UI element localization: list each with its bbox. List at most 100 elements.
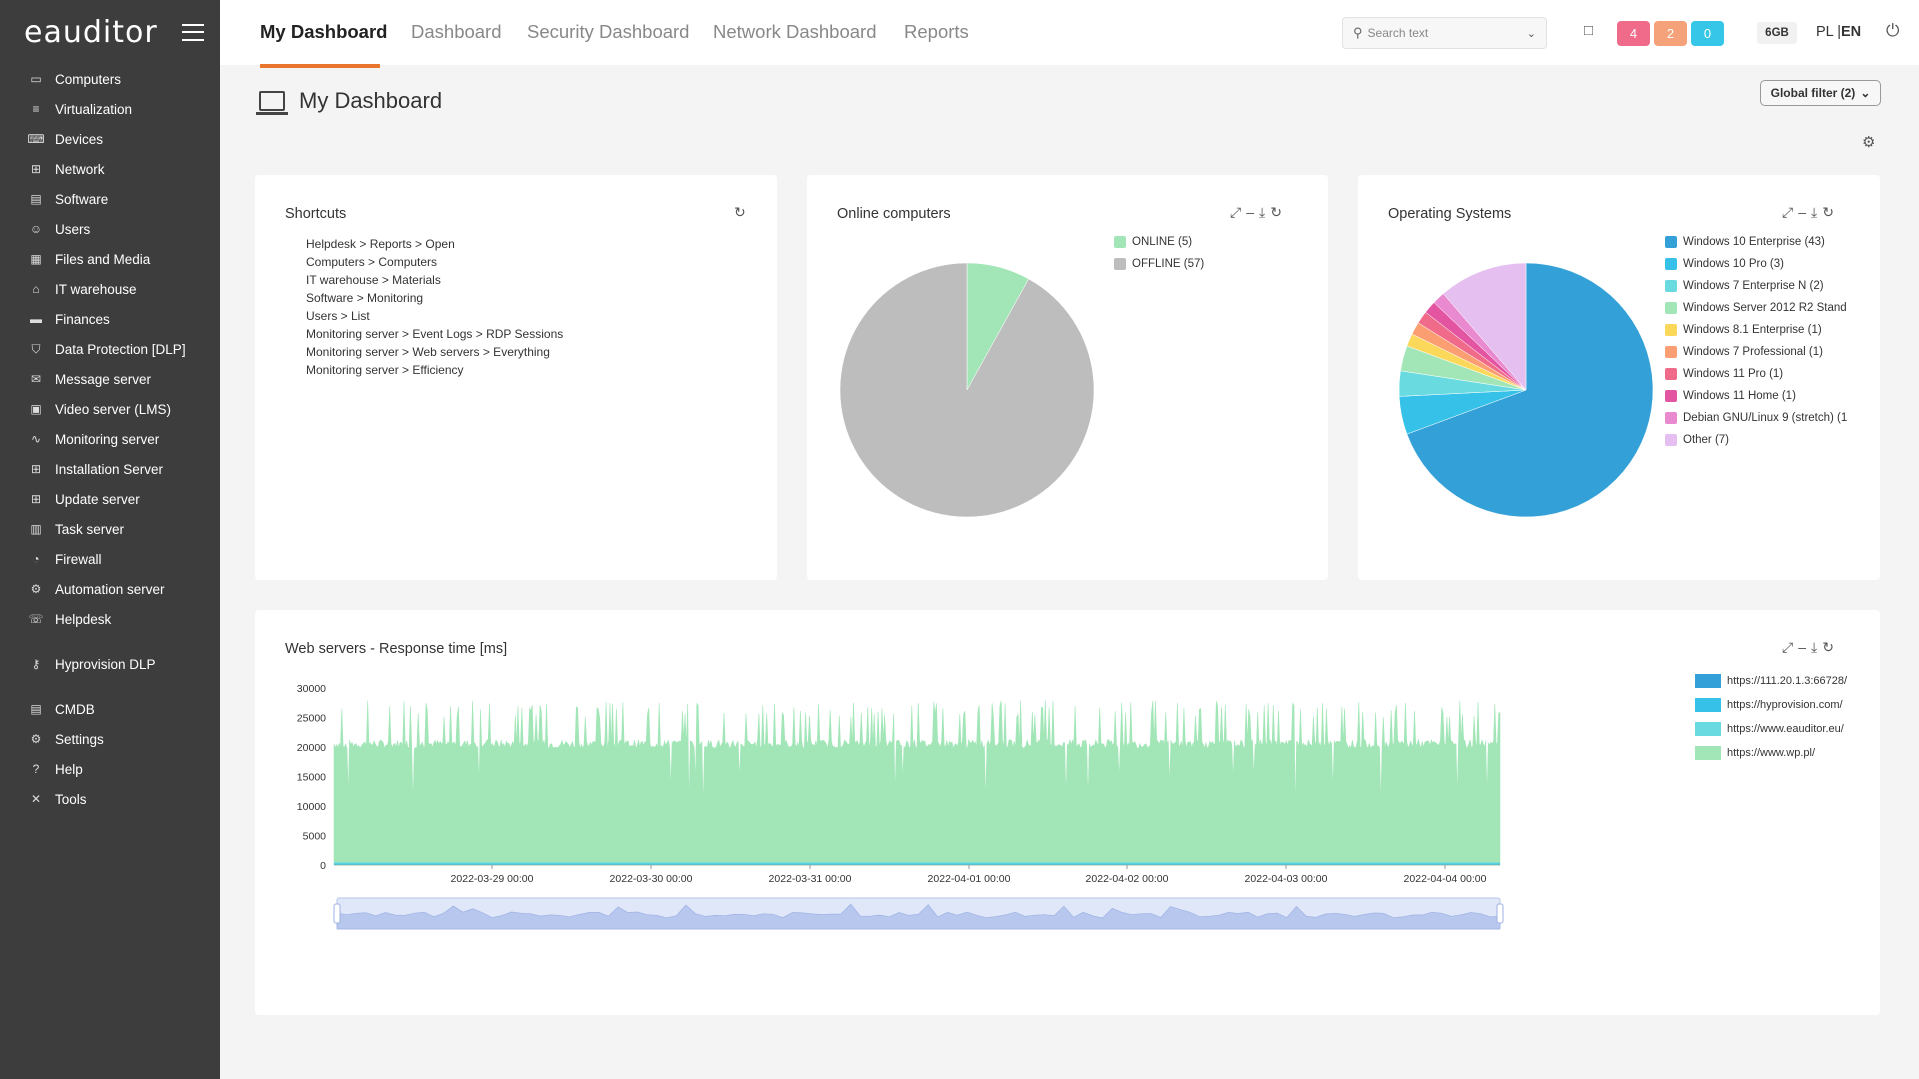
legend-item[interactable]: OFFLINE (57) bbox=[1114, 253, 1204, 275]
zoom-handle-right[interactable] bbox=[1496, 903, 1504, 924]
app-logo[interactable]: eauditor bbox=[24, 14, 158, 50]
pie-slice[interactable] bbox=[1406, 262, 1654, 518]
legend-item[interactable]: Windows 11 Home (1) bbox=[1665, 385, 1870, 407]
expand-icon[interactable]: ⤢ bbox=[1782, 639, 1794, 655]
tab-security-dashboard[interactable]: Security Dashboard bbox=[527, 21, 690, 42]
menu-toggle-icon[interactable] bbox=[182, 23, 204, 41]
legend-item[interactable]: Windows 11 Pro (1) bbox=[1665, 363, 1870, 385]
search-input[interactable]: ⚲ Search text ⌄ bbox=[1342, 17, 1547, 49]
response-time-chart: 30000 25000 20000 15000 10000 5000 0 2022-03-29… bbox=[297, 683, 1504, 930]
operating-systems-panel: Operating Systems ⤢ – ⤓ ↻ Windows 10 Ent… bbox=[1358, 175, 1880, 580]
legend-item[interactable]: https://111.20.1.3:66728/ bbox=[1695, 669, 1847, 693]
shortcut-link[interactable]: Monitoring server > Event Logs > RDP Ses… bbox=[306, 327, 564, 341]
shortcut-link[interactable]: Helpdesk > Reports > Open bbox=[306, 237, 455, 251]
legend-item[interactable]: Windows 10 Enterprise (43) bbox=[1665, 231, 1870, 253]
alert-badge-orange[interactable]: 2 bbox=[1654, 21, 1687, 46]
zoom-handle-left[interactable] bbox=[333, 903, 341, 924]
search-placeholder: Search text bbox=[1367, 26, 1429, 40]
legend-item[interactable]: https://www.wp.pl/ bbox=[1695, 741, 1847, 765]
sidebar-item-finances[interactable]: ▬ Finances bbox=[0, 304, 220, 334]
minimize-icon[interactable]: – bbox=[1798, 639, 1806, 655]
refresh-icon[interactable]: ↻ bbox=[1822, 204, 1834, 220]
online-computers-pie bbox=[839, 262, 1095, 518]
sidebar-item-settings[interactable]: ⚙ Settings bbox=[0, 724, 220, 754]
minimize-icon[interactable]: – bbox=[1246, 204, 1254, 220]
sidebar-item-software[interactable]: ▤ Software bbox=[0, 184, 220, 214]
tab-network-dashboard[interactable]: Network Dashboard bbox=[713, 21, 877, 42]
shortcut-link[interactable]: IT warehouse > Materials bbox=[306, 273, 441, 287]
lang-pl[interactable]: PL bbox=[1816, 24, 1834, 40]
sidebar-item-automation-server[interactable]: ⚙ Automation server bbox=[0, 574, 220, 604]
sidebar-item-network[interactable]: ⊞ Network bbox=[0, 154, 220, 184]
sidebar-item-installation-server[interactable]: ⊞ Installation Server bbox=[0, 454, 220, 484]
sidebar-item-it-warehouse[interactable]: ⌂ IT warehouse bbox=[0, 274, 220, 304]
lang-en[interactable]: EN bbox=[1841, 24, 1862, 40]
sidebar-item-message-server[interactable]: ✉ Message server bbox=[0, 364, 220, 394]
devices-icon: ⌨ bbox=[27, 132, 45, 146]
sidebar-item-update-server[interactable]: ⊞ Update server bbox=[0, 484, 220, 514]
shortcut-link[interactable]: Monitoring server > Efficiency bbox=[306, 363, 464, 377]
download-icon[interactable]: ⤓ bbox=[1811, 204, 1818, 220]
sidebar-item-hyprovision-dlp[interactable]: ⚷ Hyprovision DLP bbox=[0, 649, 220, 679]
legend-item[interactable]: ONLINE (5) bbox=[1114, 231, 1204, 253]
sidebar-item-computers[interactable]: ▭ Computers bbox=[0, 64, 220, 94]
global-filter-button[interactable]: Global filter (2) ⌄ bbox=[1760, 80, 1881, 106]
message-icon[interactable]: □ bbox=[1584, 22, 1594, 39]
pie-slice[interactable] bbox=[1442, 262, 1527, 391]
sidebar-item-virtualization[interactable]: ≡ Virtualization bbox=[0, 94, 220, 124]
legend-item[interactable]: Debian GNU/Linux 9 (stretch) (1 bbox=[1665, 407, 1870, 429]
download-icon[interactable]: ⤓ bbox=[1259, 204, 1266, 220]
shortcut-link[interactable]: Monitoring server > Web servers > Everyt… bbox=[306, 345, 550, 359]
legend-item[interactable]: https://www.eauditor.eu/ bbox=[1695, 717, 1847, 741]
sidebar-item-devices[interactable]: ⌨ Devices bbox=[0, 124, 220, 154]
legend-item[interactable]: Windows 7 Enterprise N (2) bbox=[1665, 275, 1870, 297]
sidebar-item-helpdesk[interactable]: ☏ Helpdesk bbox=[0, 604, 220, 634]
zoom-slider-preview bbox=[336, 903, 1501, 930]
legend-swatch bbox=[1665, 368, 1677, 380]
download-icon[interactable]: ⤓ bbox=[1811, 639, 1818, 655]
x-tick-label: 2022-04-04 00:00 bbox=[1404, 873, 1487, 885]
tab-my-dashboard[interactable]: My Dashboard bbox=[260, 21, 388, 42]
legend-item[interactable]: Windows 10 Pro (3) bbox=[1665, 253, 1870, 275]
sidebar-item-files-and-media[interactable]: ▦ Files and Media bbox=[0, 244, 220, 274]
shortcut-link[interactable]: Software > Monitoring bbox=[306, 291, 424, 305]
chevron-down-icon[interactable]: ⌄ bbox=[1526, 27, 1536, 40]
sidebar-item-label: Settings bbox=[55, 731, 104, 747]
sidebar-item-help[interactable]: ? Help bbox=[0, 754, 220, 784]
sidebar-item-data-protection-dlp[interactable]: ⛉ Data Protection [DLP] bbox=[0, 334, 220, 364]
expand-icon[interactable]: ⤢ bbox=[1230, 204, 1242, 220]
tab-reports[interactable]: Reports bbox=[904, 21, 969, 42]
finances-icon: ▬ bbox=[30, 312, 42, 326]
shortcut-link[interactable]: Users > List bbox=[306, 309, 370, 323]
shortcut-link[interactable]: Computers > Computers bbox=[306, 255, 438, 269]
legend-item[interactable]: Windows 7 Professional (1) bbox=[1665, 341, 1870, 363]
legend-label: Windows 11 Pro (1) bbox=[1683, 368, 1784, 380]
legend-swatch bbox=[1665, 302, 1677, 314]
expand-icon[interactable]: ⤢ bbox=[1782, 204, 1794, 220]
sidebar-item-video-server-lms[interactable]: ▣ Video server (LMS) bbox=[0, 394, 220, 424]
sidebar-item-tools[interactable]: ✕ Tools bbox=[0, 784, 220, 814]
pie-slice[interactable] bbox=[839, 262, 1095, 518]
power-icon[interactable]: ⏻ bbox=[1886, 21, 1900, 40]
refresh-icon[interactable]: ↻ bbox=[1822, 639, 1834, 655]
sidebar-item-monitoring-server[interactable]: ∿ Monitoring server bbox=[0, 424, 220, 454]
legend-item[interactable]: Windows 8.1 Enterprise (1) bbox=[1665, 319, 1870, 341]
sidebar-item-task-server[interactable]: ▥ Task server bbox=[0, 514, 220, 544]
alert-badge-red[interactable]: 4 bbox=[1617, 21, 1650, 46]
sidebar-item-cmdb[interactable]: ▤ CMDB bbox=[0, 694, 220, 724]
minimize-icon[interactable]: – bbox=[1798, 204, 1806, 220]
sidebar-item-label: Hyprovision DLP bbox=[55, 656, 156, 672]
sidebar-nav: ▭ Computers ≡ Virtualization ⌨ Devices ⊞ Networ… bbox=[0, 64, 220, 814]
refresh-icon[interactable]: ↻ bbox=[734, 204, 746, 220]
tools-icon: ✕ bbox=[30, 792, 42, 806]
dashboard-settings-icon[interactable]: ⚙ bbox=[1862, 134, 1876, 151]
sidebar-item-firewall[interactable]: ◔ Firewall bbox=[0, 544, 220, 574]
legend-item[interactable]: https://hyprovision.com/ bbox=[1695, 693, 1847, 717]
alert-badge-blue[interactable]: 0 bbox=[1691, 21, 1724, 46]
legend-item[interactable]: Windows Server 2012 R2 Stand bbox=[1665, 297, 1870, 319]
sidebar-item-label: Task server bbox=[55, 521, 125, 537]
sidebar-item-users[interactable]: ☺ Users bbox=[0, 214, 220, 244]
refresh-icon[interactable]: ↻ bbox=[1270, 204, 1282, 220]
tab-dashboard[interactable]: Dashboard bbox=[411, 21, 502, 42]
legend-item[interactable]: Other (7) bbox=[1665, 429, 1870, 451]
